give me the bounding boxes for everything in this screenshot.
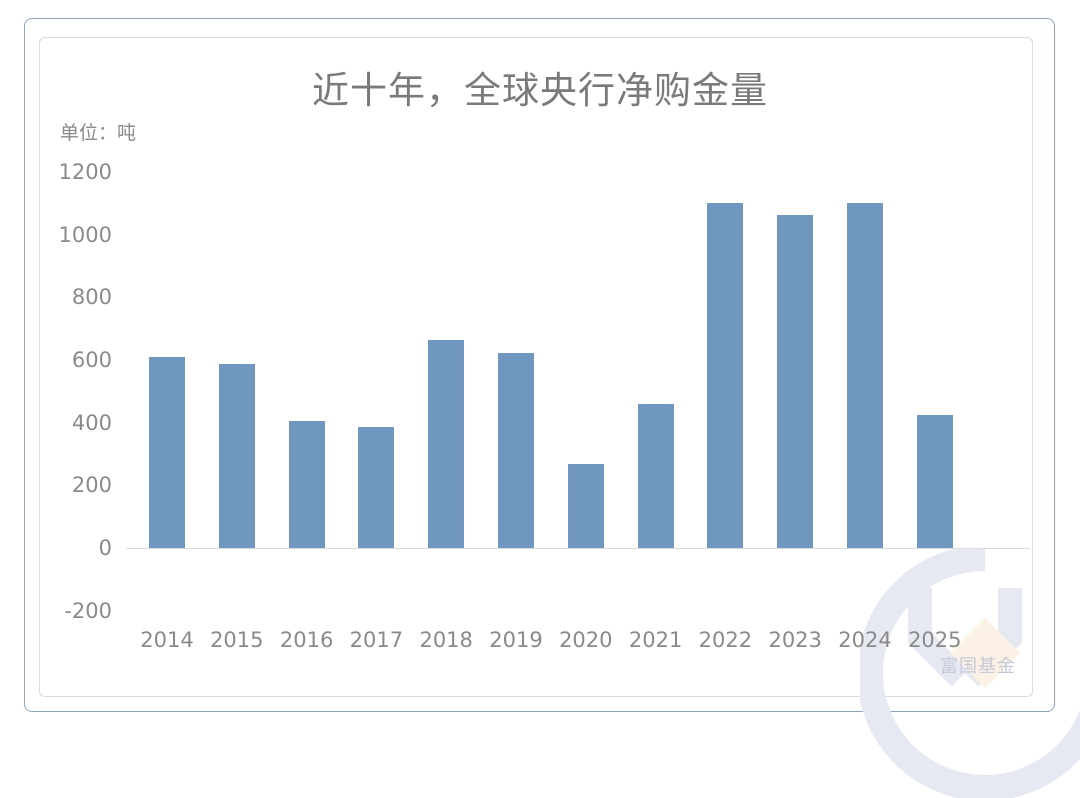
chart-panel bbox=[39, 37, 1033, 697]
x-tick-label: 2020 bbox=[559, 628, 613, 652]
x-tick-label: 2018 bbox=[419, 628, 473, 652]
bar-2024 bbox=[847, 203, 883, 548]
x-tick-label: 2014 bbox=[140, 628, 194, 652]
chart-title: 近十年，全球央行净购金量 bbox=[312, 69, 768, 112]
bar-2021 bbox=[637, 403, 674, 548]
watermark-text: 富国基金 bbox=[940, 656, 1016, 677]
zero-axis-line bbox=[126, 548, 1030, 549]
x-tick-label: 2019 bbox=[489, 628, 543, 652]
bar-2014 bbox=[149, 356, 185, 548]
y-tick-label: 1000 bbox=[58, 222, 112, 247]
x-tick-label: 2021 bbox=[628, 628, 683, 652]
x-tick-label: 2023 bbox=[768, 628, 822, 652]
bar-2016 bbox=[288, 421, 325, 548]
bar-2019 bbox=[498, 352, 534, 548]
bar-2022 bbox=[707, 203, 744, 548]
x-tick-label: 2025 bbox=[908, 628, 962, 652]
x-tick-label: 2024 bbox=[838, 628, 892, 652]
bar-2020 bbox=[567, 464, 604, 548]
unit-label: 单位：吨 bbox=[60, 122, 137, 144]
y-tick-label: 400 bbox=[71, 410, 112, 435]
y-tick-label: 1200 bbox=[58, 160, 112, 184]
bar-2017 bbox=[358, 426, 395, 548]
y-tick-label: 200 bbox=[71, 473, 112, 498]
bar-2023 bbox=[777, 214, 814, 548]
y-tick-label: -200 bbox=[64, 598, 112, 623]
y-tick-label: 0 bbox=[98, 536, 112, 560]
x-tick-label: 2015 bbox=[210, 628, 264, 652]
x-tick-label: 2017 bbox=[349, 628, 404, 652]
x-tick-label: 2016 bbox=[279, 628, 334, 652]
bar-2025 bbox=[916, 415, 953, 548]
y-tick-label: 600 bbox=[71, 348, 112, 372]
bar-2015 bbox=[218, 364, 255, 548]
bar-2018 bbox=[428, 340, 465, 548]
x-tick-label: 2022 bbox=[698, 628, 753, 652]
y-tick-label: 800 bbox=[71, 285, 112, 310]
